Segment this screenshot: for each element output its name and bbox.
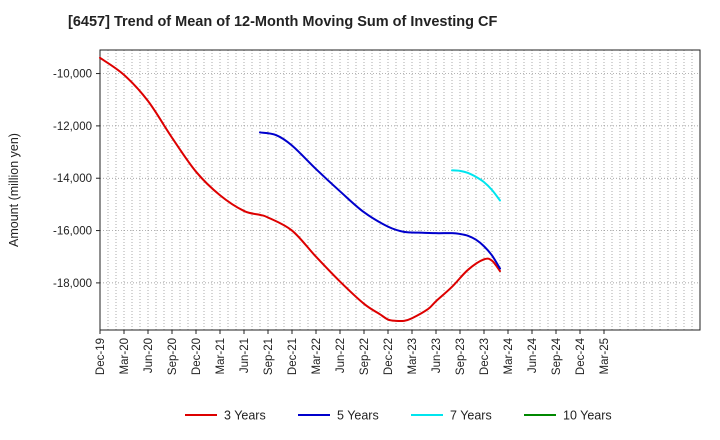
x-tick-label: Dec-20	[191, 338, 203, 375]
y-tick-label: -12,000	[53, 121, 92, 133]
x-tick-label: Mar-21	[215, 338, 227, 374]
x-tick-label: Sep-23	[455, 338, 467, 375]
y-axis: -10,000 -12,000 -14,000 -16,000 -18,000	[53, 69, 100, 290]
x-tick-label: Jun-21	[239, 338, 251, 373]
x-tick-label: Dec-23	[479, 338, 491, 375]
x-tick-label: Mar-24	[503, 337, 515, 374]
legend-label-3-years: 3 Years	[224, 409, 266, 423]
x-tick-label: Sep-21	[263, 338, 275, 375]
plot-area	[99, 49, 701, 331]
legend-label-5-years: 5 Years	[337, 409, 379, 423]
grid	[100, 50, 700, 330]
x-tick-label: Mar-22	[311, 338, 323, 374]
x-tick-label: Jun-22	[335, 338, 347, 373]
series-line-7-years	[451, 169, 501, 202]
x-tick-label: Sep-22	[359, 338, 371, 375]
x-tick-label: Jun-23	[431, 338, 443, 373]
series-line-3-years	[99, 56, 501, 323]
x-tick-label: Dec-19	[95, 338, 107, 375]
x-tick-label: Mar-23	[407, 338, 419, 374]
series-line-5-years	[259, 131, 501, 270]
x-tick-label: Sep-24	[551, 337, 563, 375]
x-tick-label: Dec-24	[575, 337, 587, 375]
y-tick-label: -10,000	[53, 69, 92, 81]
series-lines	[99, 56, 501, 323]
x-tick-label: Dec-21	[287, 338, 299, 375]
chart-title: [6457] Trend of Mean of 12-Month Moving …	[68, 14, 498, 30]
legend-label-10-years: 10 Years	[563, 409, 612, 423]
y-axis-label: Amount (million yen)	[7, 133, 21, 247]
x-tick-label: Dec-22	[383, 338, 395, 375]
y-tick-label: -16,000	[53, 226, 92, 238]
y-tick-label: -14,000	[53, 173, 92, 185]
legend-label-7-years: 7 Years	[450, 409, 492, 423]
x-axis: Dec-19 Mar-20 Jun-20 Sep-20 Dec-20 Mar-21 Jun-…	[95, 330, 611, 375]
x-tick-label: Jun-24	[527, 337, 539, 373]
y-tick-label: -18,000	[53, 278, 92, 290]
legend: 3 Years 5 Years 7 Years 10 Years	[185, 409, 612, 423]
x-tick-label: Mar-25	[599, 338, 611, 374]
x-tick-label: Jun-20	[143, 338, 155, 373]
x-tick-label: Mar-20	[119, 338, 131, 374]
x-tick-label: Sep-20	[167, 338, 179, 375]
